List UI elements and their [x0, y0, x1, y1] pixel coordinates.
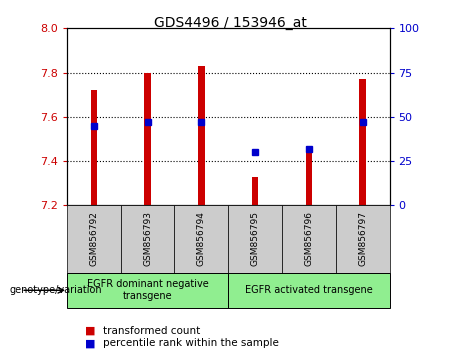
- Bar: [90, 90, 97, 205]
- Text: GDS4496 / 153946_at: GDS4496 / 153946_at: [154, 16, 307, 30]
- Bar: [228, 205, 282, 273]
- Text: EGFR activated transgene: EGFR activated transgene: [245, 285, 373, 295]
- Text: GSM856794: GSM856794: [197, 211, 206, 267]
- Bar: [336, 205, 390, 273]
- Text: genotype/variation: genotype/variation: [9, 285, 102, 295]
- Bar: [306, 145, 312, 205]
- Text: GSM856792: GSM856792: [89, 211, 98, 267]
- Bar: [67, 273, 228, 308]
- Bar: [121, 205, 174, 273]
- Text: percentile rank within the sample: percentile rank within the sample: [103, 338, 279, 348]
- Text: ■: ■: [85, 326, 96, 336]
- Bar: [282, 205, 336, 273]
- Bar: [67, 205, 121, 273]
- Text: GSM856796: GSM856796: [304, 211, 313, 267]
- Text: GSM856795: GSM856795: [251, 211, 260, 267]
- Bar: [252, 177, 258, 205]
- Text: EGFR dominant negative
transgene: EGFR dominant negative transgene: [87, 279, 208, 301]
- Text: GSM856793: GSM856793: [143, 211, 152, 267]
- Bar: [174, 205, 228, 273]
- Text: ■: ■: [85, 338, 96, 348]
- Bar: [228, 273, 390, 308]
- Text: GSM856797: GSM856797: [358, 211, 367, 267]
- Bar: [198, 66, 205, 205]
- Bar: [144, 73, 151, 205]
- Bar: [360, 79, 366, 205]
- Text: transformed count: transformed count: [103, 326, 200, 336]
